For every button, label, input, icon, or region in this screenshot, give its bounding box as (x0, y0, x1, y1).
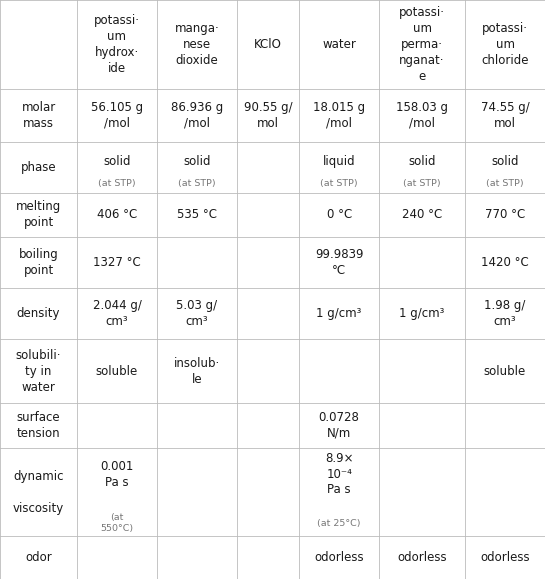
Text: solid: solid (183, 155, 211, 168)
Text: 99.9839
°C: 99.9839 °C (315, 248, 364, 277)
Text: melting
point: melting point (16, 200, 61, 229)
Text: dynamic

viscosity: dynamic viscosity (13, 470, 64, 515)
Text: solubili·
ty in
water: solubili· ty in water (16, 349, 61, 394)
Text: 1.98 g/
cm³: 1.98 g/ cm³ (485, 299, 526, 328)
Text: 770 °C: 770 °C (485, 208, 525, 222)
Text: KClO: KClO (254, 38, 282, 51)
Text: soluble: soluble (484, 365, 526, 378)
Text: 1 g/cm³: 1 g/cm³ (317, 307, 362, 320)
Text: (at STP): (at STP) (98, 179, 136, 188)
Text: 1327 °C: 1327 °C (93, 256, 141, 269)
Text: liquid: liquid (323, 155, 355, 168)
Text: (at
550°C): (at 550°C) (100, 514, 134, 533)
Text: 1420 °C: 1420 °C (481, 256, 529, 269)
Text: 0.0728
N/m: 0.0728 N/m (319, 411, 360, 440)
Text: 2.044 g/
cm³: 2.044 g/ cm³ (93, 299, 142, 328)
Text: 158.03 g
/mol: 158.03 g /mol (396, 101, 448, 130)
Text: odorless: odorless (480, 551, 530, 564)
Text: molar
mass: molar mass (21, 101, 56, 130)
Text: potassi·
um
hydrox·
ide: potassi· um hydrox· ide (94, 14, 140, 75)
Text: (at STP): (at STP) (178, 179, 216, 188)
Text: potassi·
um
perma·
nganat·
e: potassi· um perma· nganat· e (399, 6, 445, 83)
Text: phase: phase (21, 161, 56, 174)
Text: odorless: odorless (314, 551, 364, 564)
Text: 90.55 g/
mol: 90.55 g/ mol (244, 101, 292, 130)
Text: 0.001
Pa s: 0.001 Pa s (100, 460, 134, 489)
Text: manga·
nese
dioxide: manga· nese dioxide (174, 22, 219, 67)
Text: boiling
point: boiling point (19, 248, 58, 277)
Text: potassi·
um
chloride: potassi· um chloride (481, 22, 529, 67)
Text: surface
tension: surface tension (17, 411, 60, 440)
Text: 535 °C: 535 °C (177, 208, 217, 222)
Text: insolub·
le: insolub· le (174, 357, 220, 386)
Text: water: water (322, 38, 356, 51)
Text: 5.03 g/
cm³: 5.03 g/ cm³ (177, 299, 217, 328)
Text: solid: solid (103, 155, 131, 168)
Text: odorless: odorless (397, 551, 447, 564)
Text: solid: solid (408, 155, 436, 168)
Text: 8.9×
10⁻⁴
Pa s: 8.9× 10⁻⁴ Pa s (325, 452, 353, 496)
Text: 1 g/cm³: 1 g/cm³ (399, 307, 445, 320)
Text: 86.936 g
/mol: 86.936 g /mol (171, 101, 223, 130)
Text: (at STP): (at STP) (320, 179, 358, 188)
Text: 18.015 g
/mol: 18.015 g /mol (313, 101, 365, 130)
Text: (at STP): (at STP) (486, 179, 524, 188)
Text: 406 °C: 406 °C (97, 208, 137, 222)
Text: density: density (17, 307, 60, 320)
Text: soluble: soluble (96, 365, 138, 378)
Text: 74.55 g/
mol: 74.55 g/ mol (481, 101, 529, 130)
Text: (at 25°C): (at 25°C) (317, 519, 361, 527)
Text: solid: solid (491, 155, 519, 168)
Text: (at STP): (at STP) (403, 179, 441, 188)
Text: 0 °C: 0 °C (326, 208, 352, 222)
Text: 56.105 g
/mol: 56.105 g /mol (91, 101, 143, 130)
Text: odor: odor (25, 551, 52, 564)
Text: 240 °C: 240 °C (402, 208, 442, 222)
